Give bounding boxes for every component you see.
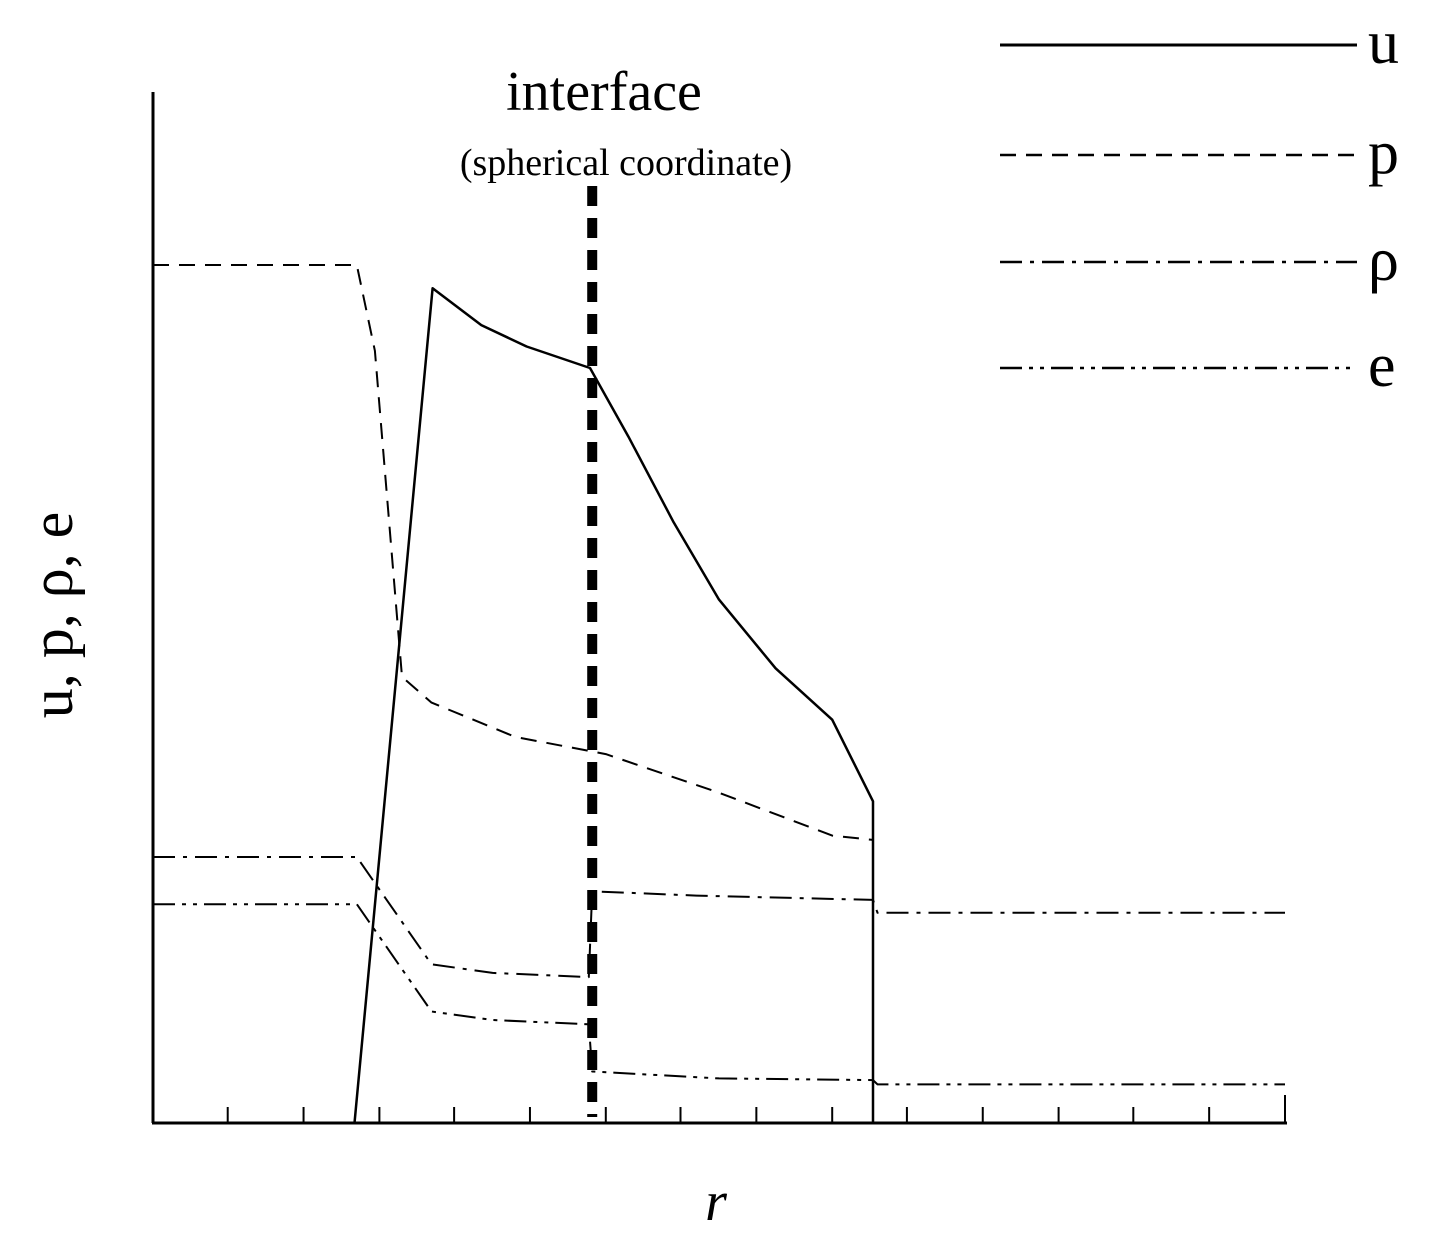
y-axis-label: u, p, ρ, e (19, 512, 85, 719)
interface-subtitle: (spherical coordinate) (460, 142, 792, 184)
legend-label-3: ρ (1368, 226, 1399, 294)
series-line-2 (153, 264, 1285, 1124)
legend-label-2: p (1368, 119, 1399, 187)
legend-label-1: u (1368, 9, 1399, 77)
axes (151, 92, 1287, 1125)
legend-label-4: e (1368, 332, 1396, 400)
series-line-1 (153, 286, 1285, 1125)
interface-marker: interface (spherical coordinate) (460, 61, 792, 1117)
series-layer (153, 264, 1285, 1125)
x-axis-label: r (705, 1171, 727, 1233)
series-line-3 (153, 856, 1285, 979)
interface-title: interface (506, 61, 702, 123)
series-line-4 (153, 903, 1285, 1086)
